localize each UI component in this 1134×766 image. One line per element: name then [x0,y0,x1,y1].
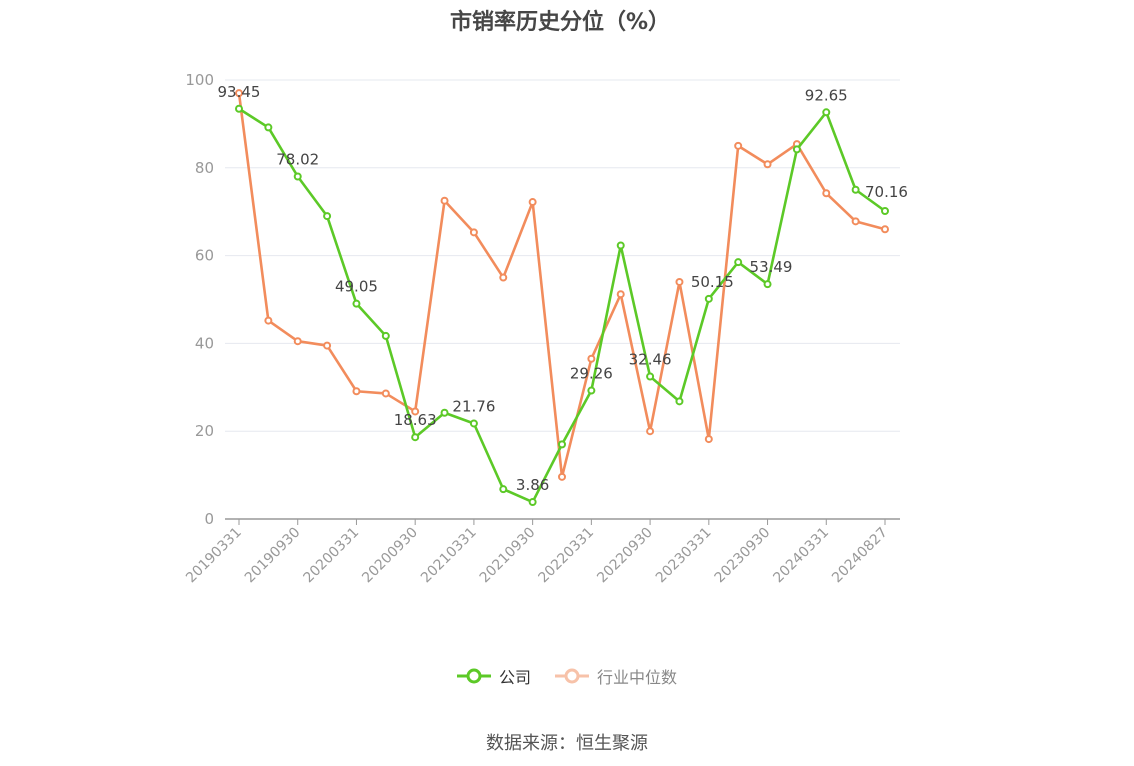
y-tick-label-20: 20 [195,422,214,440]
company-point-20230331 [704,294,713,303]
industry-point-20210630 [499,273,508,282]
legend-company-swatch-icon [456,668,491,684]
industry-point-20240331 [822,189,831,198]
legend: 公司 行业中位数 [0,664,1134,688]
company-point-20220630 [616,241,625,250]
x-tick-label-20210331: 20210331 [418,525,480,587]
company-point-20190630 [264,123,273,132]
industry-point-20240827 [881,225,889,234]
x-tick-label-20220930: 20220930 [594,525,656,587]
company-data-label-20230331: 50.15 [691,273,734,291]
company-point-20221231 [675,397,684,406]
company-data-label-20200930: 18.63 [394,411,437,429]
company-point-20200630 [381,331,390,340]
company-point-20190331 [235,104,243,113]
x-tick-label-20190331: 20190331 [183,525,245,587]
company-point-20210630 [499,485,508,494]
industry-point-20190331 [235,89,243,98]
y-tick-label-0: 0 [204,510,214,528]
company-point-20220930 [646,372,655,381]
y-tick-label-100: 100 [185,71,214,89]
company-point-20200930 [411,433,420,442]
x-tick-label-20240331: 20240331 [770,525,832,587]
industry-point-20210930 [528,198,537,207]
company-point-20240827 [881,206,889,215]
company-data-label-20210930: 3.86 [516,476,549,494]
industry-point-20210331 [469,228,478,237]
industry-point-20201231 [440,196,449,205]
industry-point-20220331 [587,354,596,363]
company-point-20230630 [734,258,743,267]
company-point-20200331 [352,299,361,308]
y-tick-label-40: 40 [195,334,214,352]
industry-point-20230630 [734,141,743,150]
industry-point-20190630 [264,316,273,325]
data-source: 数据来源：恒生聚源 [486,733,648,754]
company-data-label-20220331: 29.26 [570,365,613,383]
company-point-20190930 [293,172,302,181]
legend-company-label: 公司 [498,668,531,687]
legend-item-industry[interactable]: 行业中位数 [555,664,677,688]
industry-point-20230930 [763,160,772,169]
y-tick-label-80: 80 [195,159,214,177]
company-point-20210331 [469,419,478,428]
industry-point-20220630 [616,290,625,299]
company-point-20210930 [528,498,537,507]
company-data-label-20190331: 93.45 [218,83,261,101]
x-tick-label-20190930: 20190930 [242,525,304,587]
x-tick-label-20220331: 20220331 [535,525,597,587]
industry-point-20220930 [646,427,655,436]
grid-layer [225,79,900,432]
company-point-20231231 [792,145,801,154]
company-data-label-20230930: 53.49 [750,258,793,276]
x-tick-label-20200930: 20200930 [359,525,421,587]
legend-industry-label: 行业中位数 [597,668,678,687]
industry-point-20200930 [411,407,420,416]
legend-industry-swatch-icon [555,668,589,684]
company-data-label-20220930: 32.46 [629,351,672,369]
company-data-label-20240331: 92.65 [805,86,848,104]
company-point-20240630 [851,185,860,194]
industry-point-20191231 [323,341,332,350]
series-layer [235,89,889,507]
industry-point-20211231 [558,472,566,481]
industry-point-20240630 [851,217,860,226]
company-point-20240331 [822,108,831,117]
company-data-label-20210331: 21.76 [452,397,495,415]
label-layer: 93.45 78.02 49.05 18.63 21.76 3.86 29.26 32.46 5… [218,83,908,494]
industry-point-20200331 [352,387,361,396]
legend-item-company[interactable]: 公司 [456,664,531,688]
company-point-20211231 [558,440,566,449]
industry-point-20230331 [704,435,713,444]
x-tick-label-20200331: 20200331 [301,525,363,587]
company-point-20191231 [323,212,332,221]
industry-point-20190930 [293,337,302,346]
chart-title: 市销率历史分位（%） [449,10,671,35]
x-tick-label-20210930: 20210930 [477,525,539,587]
company-data-label-20190930: 78.02 [276,150,319,168]
x-tick-label-20230331: 20230331 [653,525,715,587]
x-tick-label-20230930: 20230930 [712,525,774,587]
company-data-label-20240827: 70.16 [865,183,908,201]
company-point-20220331 [587,386,596,395]
company-point-20230930 [763,280,772,289]
company-data-label-20200331: 49.05 [335,278,378,296]
industry-point-20200630 [381,389,390,398]
company-point-20201231 [440,408,449,417]
y-tick-label-60: 60 [195,247,214,265]
x-tick-label-20240827: 20240827 [829,525,891,587]
industry-point-20221231 [675,277,684,286]
